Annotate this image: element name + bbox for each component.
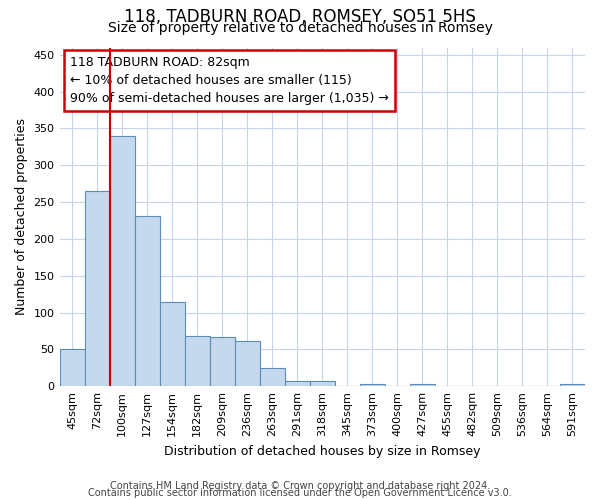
- Bar: [185, 336, 209, 386]
- Bar: [59, 350, 85, 386]
- Bar: [134, 216, 160, 386]
- Bar: [310, 381, 335, 386]
- Bar: [410, 384, 435, 386]
- Bar: [235, 340, 260, 386]
- Bar: [560, 384, 585, 386]
- Bar: [209, 337, 235, 386]
- Bar: [260, 368, 285, 386]
- Text: 118 TADBURN ROAD: 82sqm
← 10% of detached houses are smaller (115)
90% of semi-d: 118 TADBURN ROAD: 82sqm ← 10% of detache…: [70, 56, 389, 105]
- Y-axis label: Number of detached properties: Number of detached properties: [15, 118, 28, 316]
- Text: Contains public sector information licensed under the Open Government Licence v3: Contains public sector information licen…: [88, 488, 512, 498]
- Text: Size of property relative to detached houses in Romsey: Size of property relative to detached ho…: [107, 21, 493, 35]
- Bar: [160, 302, 185, 386]
- Bar: [360, 384, 385, 386]
- Bar: [285, 381, 310, 386]
- Bar: [85, 191, 110, 386]
- X-axis label: Distribution of detached houses by size in Romsey: Distribution of detached houses by size …: [164, 444, 481, 458]
- Bar: [110, 136, 134, 386]
- Text: 118, TADBURN ROAD, ROMSEY, SO51 5HS: 118, TADBURN ROAD, ROMSEY, SO51 5HS: [124, 8, 476, 26]
- Text: Contains HM Land Registry data © Crown copyright and database right 2024.: Contains HM Land Registry data © Crown c…: [110, 481, 490, 491]
